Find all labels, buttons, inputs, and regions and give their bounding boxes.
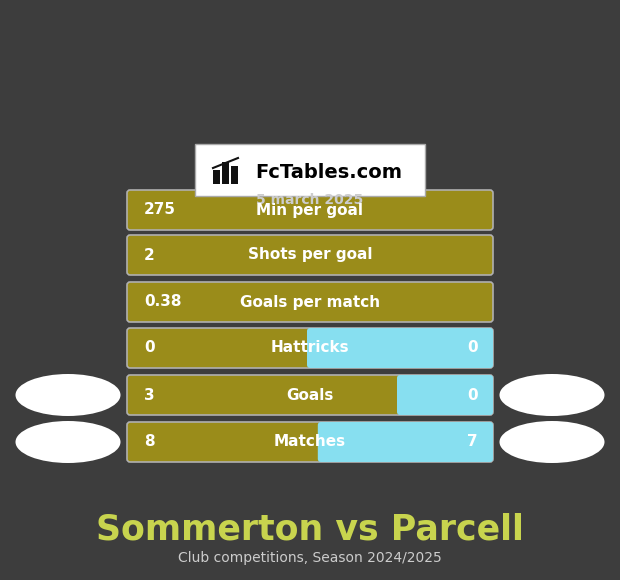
FancyBboxPatch shape: [195, 144, 425, 196]
Text: 7: 7: [467, 434, 478, 450]
FancyBboxPatch shape: [127, 422, 493, 462]
Text: Min per goal: Min per goal: [257, 202, 363, 218]
FancyBboxPatch shape: [127, 375, 493, 415]
Text: Goals: Goals: [286, 387, 334, 403]
Text: Matches: Matches: [274, 434, 346, 450]
Bar: [231, 166, 238, 184]
FancyBboxPatch shape: [127, 235, 493, 275]
Text: 0: 0: [144, 340, 154, 356]
FancyBboxPatch shape: [127, 328, 493, 368]
Text: 275: 275: [144, 202, 176, 218]
Text: 2: 2: [144, 248, 155, 263]
Text: 5 march 2025: 5 march 2025: [257, 193, 363, 207]
Ellipse shape: [16, 421, 120, 463]
Ellipse shape: [16, 374, 120, 416]
Ellipse shape: [500, 421, 604, 463]
FancyBboxPatch shape: [397, 375, 493, 415]
Text: 0.38: 0.38: [144, 295, 182, 310]
Bar: [213, 170, 220, 184]
FancyBboxPatch shape: [127, 282, 493, 322]
Text: 3: 3: [144, 387, 154, 403]
Text: Shots per goal: Shots per goal: [248, 248, 372, 263]
Text: Goals per match: Goals per match: [240, 295, 380, 310]
Bar: [222, 162, 229, 184]
Text: FcTables.com: FcTables.com: [255, 164, 402, 183]
Text: 0: 0: [467, 387, 478, 403]
Text: 8: 8: [144, 434, 154, 450]
Ellipse shape: [500, 374, 604, 416]
Text: Club competitions, Season 2024/2025: Club competitions, Season 2024/2025: [178, 551, 442, 565]
Text: Hattricks: Hattricks: [271, 340, 349, 356]
FancyBboxPatch shape: [307, 328, 493, 368]
FancyBboxPatch shape: [318, 422, 493, 462]
Text: Sommerton vs Parcell: Sommerton vs Parcell: [96, 513, 524, 547]
Text: 0: 0: [467, 340, 478, 356]
FancyBboxPatch shape: [127, 190, 493, 230]
